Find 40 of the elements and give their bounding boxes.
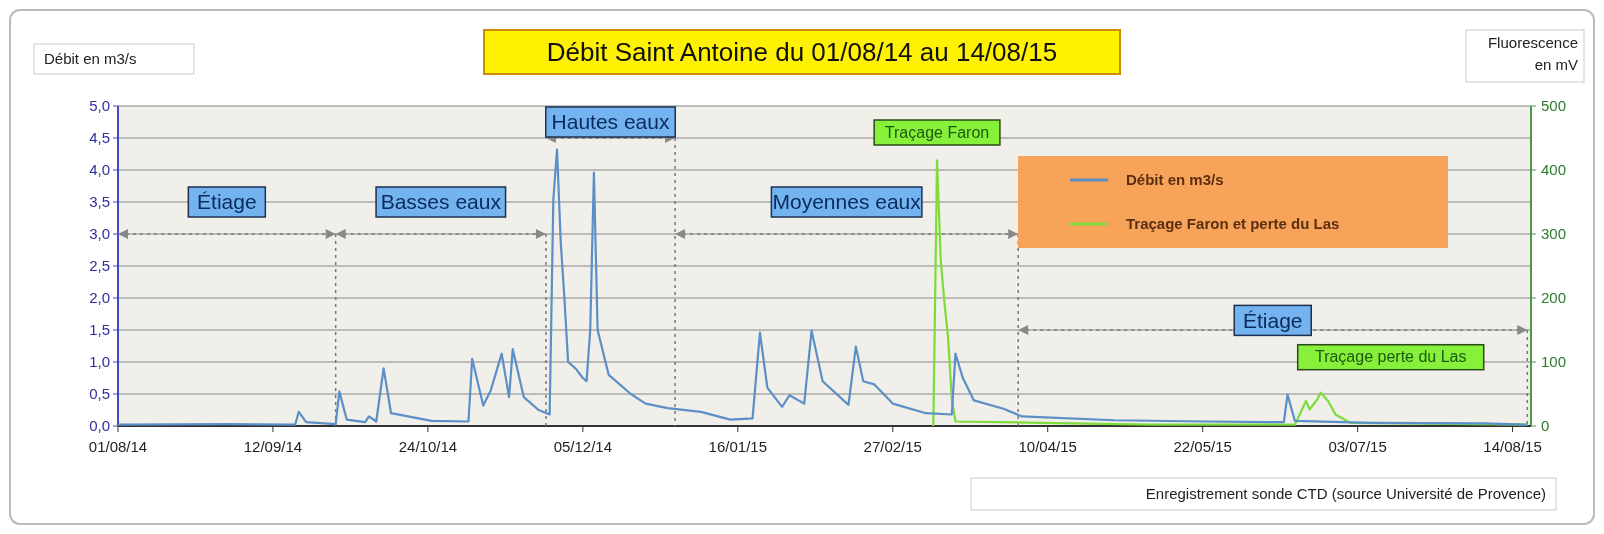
x-tick-label: 22/05/15 [1173,438,1232,455]
y2-tick-label: 200 [1541,289,1567,307]
x-tick-label: 03/07/15 [1328,438,1387,455]
y2-tick-label: 100 [1541,353,1567,371]
y2-tick-label: 500 [1541,97,1567,115]
x-tick-label: 05/12/14 [553,438,613,455]
chart-title: Débit Saint Antoine du 01/08/14 au 14/08/15 [546,37,1058,68]
y-tick-label: 4,0 [89,161,110,179]
annotation: Traçage perte du Las [1314,348,1467,366]
y2-tick-label: 0 [1541,417,1550,435]
annotation: Étiage [197,190,257,214]
y-tick-label: 1,0 [89,353,110,371]
text: Enregistrement sonde CTD (source Université de Provence) [1145,485,1546,503]
y2-tick-label: 400 [1541,161,1567,179]
x-tick-label: 16/01/15 [708,438,767,455]
legend-label: Traçage Faron et perte du Las [1126,215,1340,233]
y-tick-label: 2,5 [89,257,110,275]
annotation: Étiage [1242,308,1303,332]
annotation: Basses eaux [380,190,502,214]
y-tick-label: 4,5 [89,129,110,147]
annotation: Traçage Faron [884,123,990,141]
legend-label: Débit en m3/s [1126,171,1224,189]
x-tick-label: 14/08/15 [1483,438,1542,455]
annotation: Moyennes eaux [772,190,922,214]
y-tick-label: 1,5 [89,321,110,339]
y-tick-label: 2,0 [89,289,110,307]
y-tick-label: 5,0 [89,97,110,115]
y-axis-title: Débit en m3/s [44,50,137,68]
x-tick-label: 01/08/14 [88,438,148,455]
y2-tick-label: 300 [1541,225,1567,243]
y-tick-label: 0,5 [89,385,110,403]
x-tick-label: 24/10/14 [398,438,458,455]
y-tick-label: 0,0 [89,417,110,435]
x-tick-label: 10/04/15 [1018,438,1077,455]
y2-axis-title: Fluorescence en mV [1487,34,1578,73]
y-tick-label: 3,5 [89,193,110,211]
x-tick-label: 12/09/14 [243,438,303,455]
annotation: Hautes eaux [551,110,670,134]
y-tick-label: 3,0 [89,225,110,243]
x-tick-label: 27/02/15 [863,438,922,455]
